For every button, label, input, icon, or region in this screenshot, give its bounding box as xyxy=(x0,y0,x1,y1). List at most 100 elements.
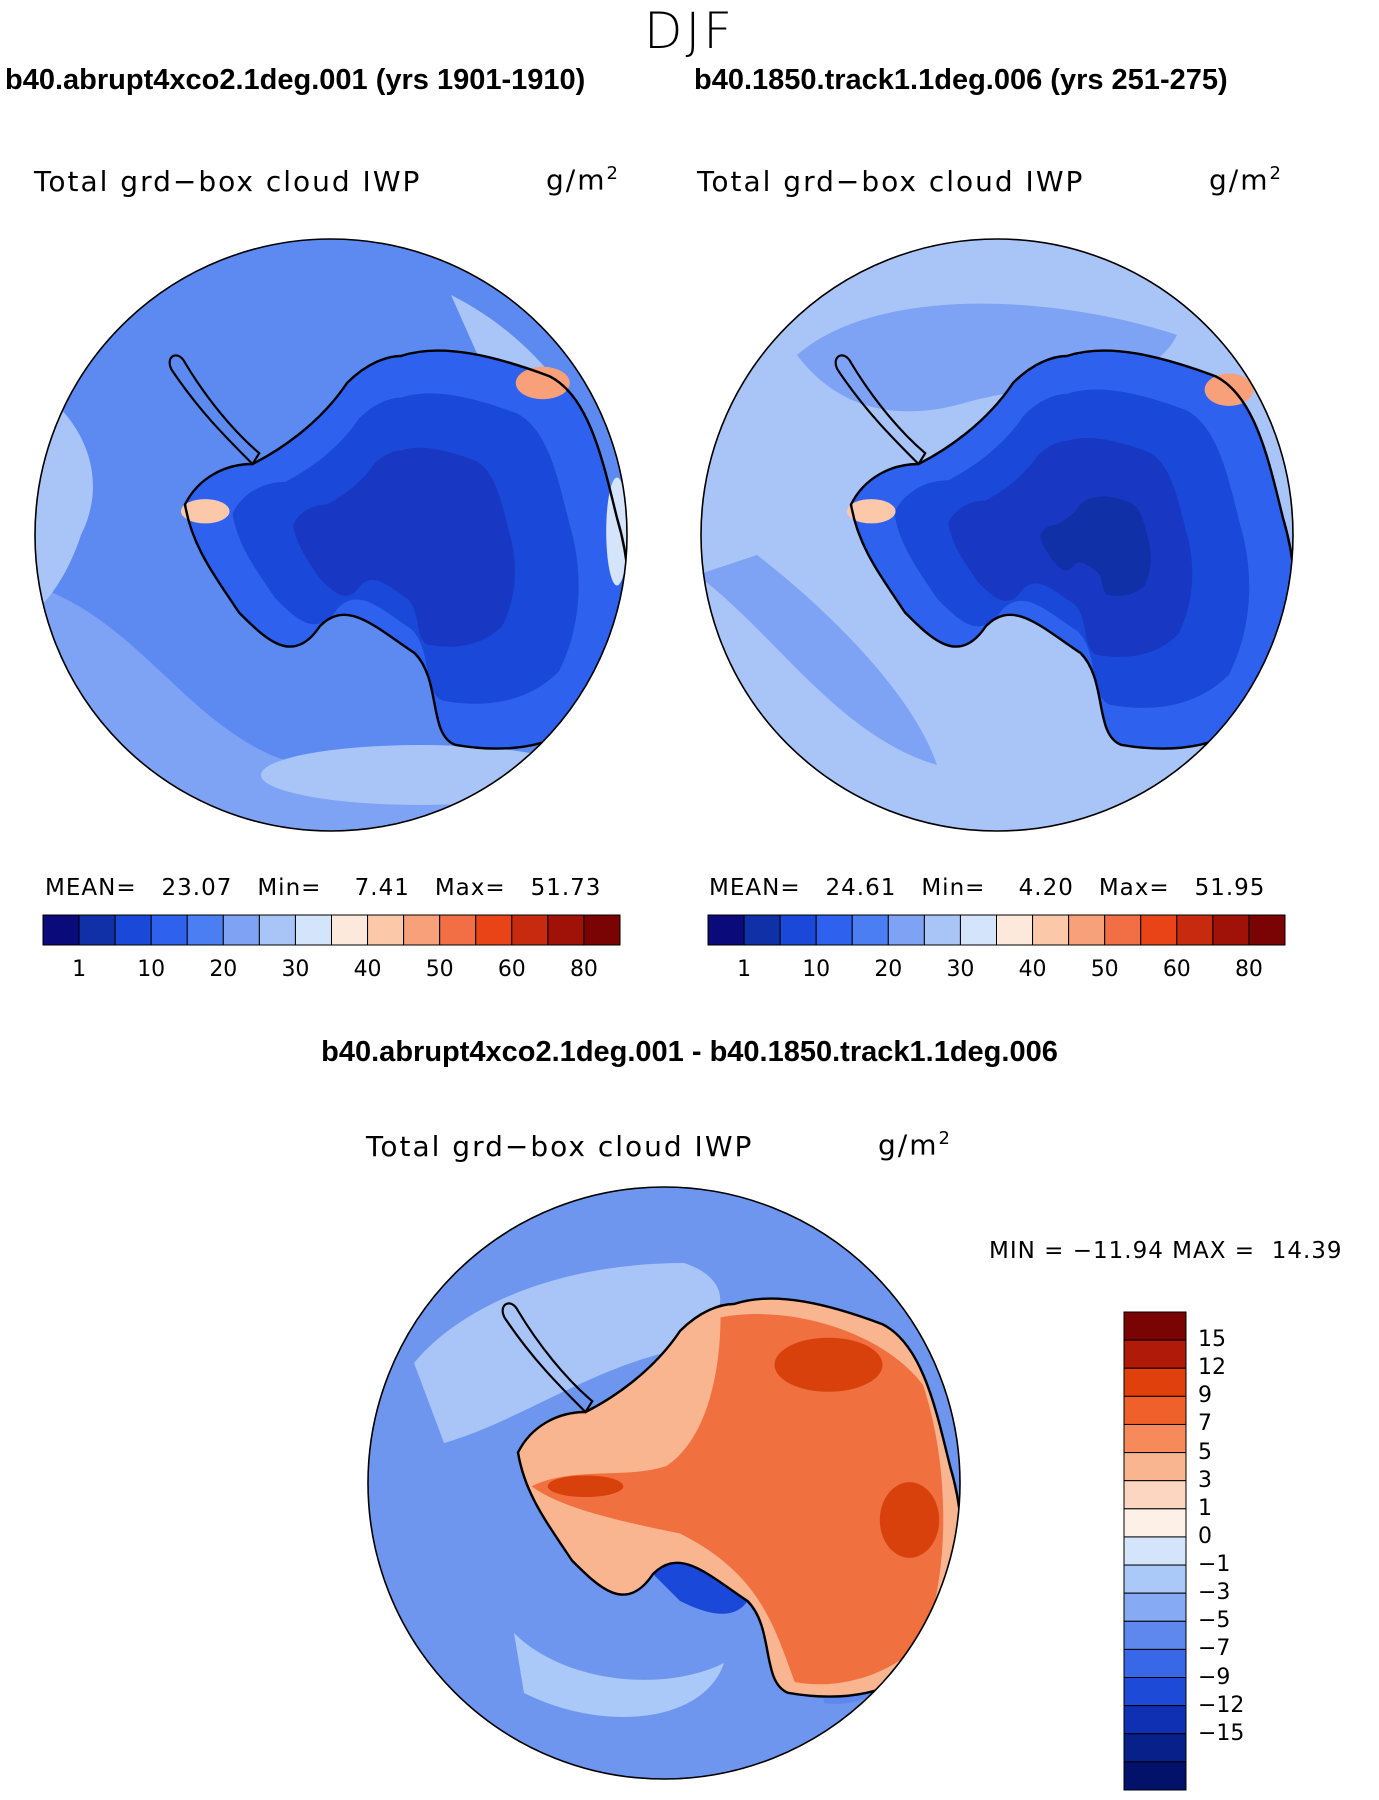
right-variable-label: Total grd−box cloud IWP xyxy=(697,165,1085,198)
colorbar-swatch xyxy=(1123,1395,1187,1425)
colorbar-tick-label: 20 xyxy=(874,957,903,982)
colorbar-tick-label: −12 xyxy=(1198,1692,1245,1718)
diff-variable-label: Total grd−box cloud IWP xyxy=(366,1130,754,1163)
colorbar-swatch xyxy=(707,914,745,946)
colorbar-tick-label: 20 xyxy=(209,957,238,982)
colorbar-swatch xyxy=(1123,1564,1187,1594)
colorbar-swatch xyxy=(1123,1536,1187,1566)
left-colorbar xyxy=(42,914,621,946)
left-units-label: g/m2 xyxy=(546,163,620,197)
colorbar-tick-label: 40 xyxy=(353,957,382,982)
difference-colorbar-ticks: 15 12 9 7 5 3 1 0 −1 −3 −5 −7 −9 −12 −15 xyxy=(1198,1312,1258,1790)
difference-polar-map xyxy=(367,1186,961,1780)
colorbar-swatch xyxy=(1123,1648,1187,1679)
colorbar-tick-label: 1 xyxy=(1198,1495,1212,1521)
colorbar-tick-label: −15 xyxy=(1198,1720,1245,1746)
colorbar-tick-label: −9 xyxy=(1198,1664,1231,1690)
colorbar-tick-label: 3 xyxy=(1198,1467,1212,1493)
diff-minmax: MIN = −11.94 MAX = 14.39 xyxy=(989,1238,1343,1264)
colorbar-swatch xyxy=(1068,914,1106,946)
colorbar-swatch xyxy=(150,914,188,946)
colorbar-swatch xyxy=(1140,914,1178,946)
colorbar-tick-label: 50 xyxy=(1090,957,1119,982)
colorbar-swatch xyxy=(1123,1367,1187,1397)
colorbar-tick-label: 40 xyxy=(1018,957,1047,982)
left-stats-row: MEAN= 23.07 Min= 7.41 Max= 51.73 xyxy=(45,875,602,901)
colorbar-tick-label: 10 xyxy=(137,957,166,982)
colorbar-swatch xyxy=(475,914,513,946)
colorbar-swatch xyxy=(923,914,961,946)
colorbar-tick-label: 80 xyxy=(1234,957,1263,982)
colorbar-tick-label: −5 xyxy=(1198,1608,1231,1634)
colorbar-swatch xyxy=(114,914,152,946)
colorbar-swatch xyxy=(851,914,889,946)
colorbar-swatch xyxy=(1032,914,1070,946)
colorbar-tick-label: −3 xyxy=(1198,1580,1231,1606)
right-colorbar-ticks: 1 10 20 30 40 50 60 80 xyxy=(708,957,1285,987)
colorbar-tick-label: 7 xyxy=(1198,1411,1212,1437)
colorbar-tick-label: 80 xyxy=(569,957,598,982)
colorbar-tick-label: 60 xyxy=(497,957,526,982)
colorbar-swatch xyxy=(294,914,332,946)
colorbar-swatch xyxy=(1123,1311,1187,1341)
colorbar-swatch xyxy=(511,914,549,946)
right-panel-title: b40.1850.track1.1deg.006 (yrs 251-275) xyxy=(694,64,1228,96)
colorbar-tick-label: 50 xyxy=(425,957,454,982)
right-stats-row: MEAN= 24.61 Min= 4.20 Max= 51.95 xyxy=(709,875,1266,901)
colorbar-swatch xyxy=(583,914,621,946)
colorbar-swatch xyxy=(403,914,441,946)
colorbar-swatch xyxy=(258,914,296,946)
right-polar-map xyxy=(700,238,1294,832)
colorbar-swatch xyxy=(1104,914,1142,946)
colorbar-swatch xyxy=(367,914,405,946)
colorbar-swatch xyxy=(1123,1452,1187,1482)
right-colorbar xyxy=(707,914,1286,946)
colorbar-tick-label: 30 xyxy=(946,957,975,982)
colorbar-swatch xyxy=(996,914,1034,946)
colorbar-tick-label: 30 xyxy=(281,957,310,982)
left-variable-label: Total grd−box cloud IWP xyxy=(34,165,422,198)
colorbar-tick-label: 5 xyxy=(1198,1439,1212,1465)
colorbar-swatch xyxy=(1123,1423,1187,1454)
colorbar-swatch xyxy=(743,914,781,946)
colorbar-swatch xyxy=(1123,1508,1187,1538)
colorbar-swatch xyxy=(222,914,260,946)
colorbar-swatch xyxy=(1123,1761,1187,1791)
left-polar-map xyxy=(34,238,628,832)
left-colorbar-ticks: 1 10 20 30 40 50 60 80 xyxy=(43,957,620,987)
colorbar-tick-label: −1 xyxy=(1198,1552,1231,1578)
colorbar-swatch xyxy=(815,914,853,946)
colorbar-swatch xyxy=(1123,1339,1187,1369)
colorbar-swatch xyxy=(1248,914,1286,946)
left-panel-title: b40.abrupt4xco2.1deg.001 (yrs 1901-1910) xyxy=(5,64,586,96)
colorbar-tick-label: 10 xyxy=(802,957,831,982)
colorbar-swatch xyxy=(78,914,116,946)
colorbar-swatch xyxy=(42,914,80,946)
season-title: DJF xyxy=(643,2,735,60)
colorbar-tick-label: 9 xyxy=(1198,1383,1212,1409)
colorbar-swatch xyxy=(779,914,817,946)
colorbar-tick-label: 15 xyxy=(1198,1327,1226,1353)
diff-units-label: g/m2 xyxy=(878,1128,952,1162)
colorbar-tick-label: 1 xyxy=(72,957,87,982)
difference-colorbar xyxy=(1123,1311,1187,1791)
colorbar-tick-label: 1 xyxy=(737,957,752,982)
colorbar-tick-label: −7 xyxy=(1198,1636,1231,1662)
colorbar-swatch xyxy=(439,914,477,946)
colorbar-tick-label: 60 xyxy=(1162,957,1191,982)
colorbar-swatch xyxy=(1176,914,1214,946)
colorbar-swatch xyxy=(1123,1592,1187,1622)
difference-panel-title: b40.abrupt4xco2.1deg.001 - b40.1850.trac… xyxy=(321,1036,1058,1068)
colorbar-swatch xyxy=(887,914,925,946)
colorbar-tick-label: 0 xyxy=(1198,1523,1212,1549)
colorbar-swatch xyxy=(1123,1620,1187,1650)
colorbar-swatch xyxy=(331,914,369,946)
colorbar-swatch xyxy=(1123,1733,1187,1763)
colorbar-swatch xyxy=(1123,1677,1187,1707)
colorbar-swatch xyxy=(1123,1705,1187,1735)
colorbar-tick-label: 12 xyxy=(1198,1355,1226,1381)
colorbar-swatch xyxy=(547,914,585,946)
right-units-label: g/m2 xyxy=(1209,163,1283,197)
colorbar-swatch xyxy=(1123,1480,1187,1510)
colorbar-swatch xyxy=(1212,914,1250,946)
